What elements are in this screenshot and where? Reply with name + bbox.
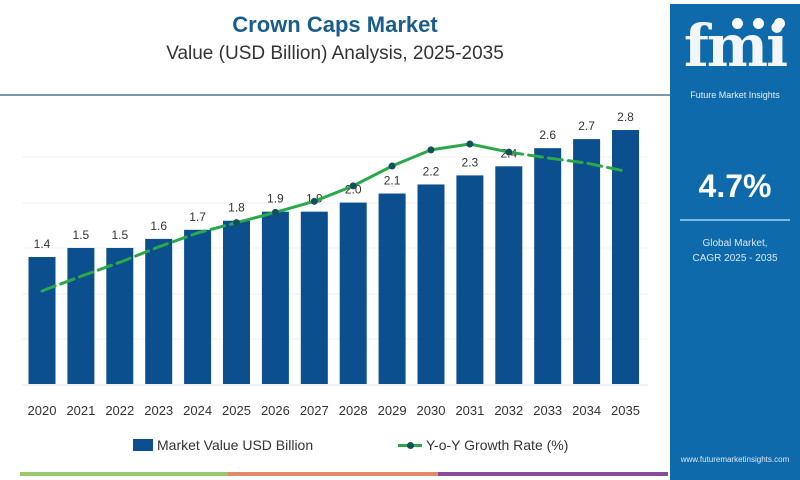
- x-tick-label-2025: 2025: [222, 403, 251, 418]
- cagr-label-line2: CAGR 2025 - 2035: [692, 253, 778, 264]
- footer-stripe-orange: [228, 472, 438, 476]
- footer-stripe-green: [20, 472, 228, 476]
- bar-line-chart: 1.4 2020 1.5 2021 1.5 2022 1.6 2023 1.7 2024 1.8 20…: [22, 110, 648, 418]
- bar-2021: [67, 247, 95, 384]
- x-tick-label-2033: 2033: [533, 403, 562, 418]
- x-tick-label-2026: 2026: [261, 403, 290, 418]
- bar-value-label-2031: 2.3: [462, 155, 479, 169]
- bar-2031: [456, 175, 484, 384]
- legend-swatch-bar: [133, 439, 153, 451]
- logo-people-icon: [732, 18, 785, 29]
- growth-line-dashed-end: [507, 150, 627, 173]
- x-tick-label-2022: 2022: [105, 403, 134, 418]
- x-tick-label-2032: 2032: [494, 403, 523, 418]
- x-tick-label-2028: 2028: [339, 403, 368, 418]
- bar-2023: [145, 238, 173, 384]
- cagr-label: Global Market, CAGR 2025 - 2035: [670, 236, 800, 266]
- legend-label-growth-rate: Y-o-Y Growth Rate (%): [426, 437, 569, 453]
- x-tick-label-2024: 2024: [183, 403, 212, 418]
- bar-2029: [378, 193, 406, 384]
- bar-value-label-2034: 2.7: [578, 119, 595, 133]
- growth-marker-2032: [505, 148, 513, 156]
- website-link[interactable]: www.futuremarketinsights.com: [680, 455, 790, 464]
- growth-marker-2030: [427, 146, 435, 154]
- bar-2026: [261, 211, 289, 384]
- growth-line-dashed-start: [40, 221, 238, 293]
- growth-line-solid: [236, 142, 510, 225]
- side-panel: fmi Future Market Insights 4.7% Global M…: [670, 4, 800, 480]
- bar-2035: [612, 130, 639, 384]
- cagr-value: 4.7%: [698, 168, 772, 204]
- x-tick-label-2020: 2020: [28, 403, 57, 418]
- growth-marker-2031: [466, 140, 474, 148]
- growth-marker-2025: [233, 219, 240, 227]
- bar-value-label-2022: 1.5: [111, 228, 128, 242]
- bar-value-label-2035: 2.8: [617, 110, 634, 124]
- bar-2034: [573, 139, 601, 384]
- growth-marker-2026: [271, 208, 279, 216]
- bar-value-label-2025: 1.8: [228, 201, 245, 215]
- x-tick-label-2035: 2035: [611, 403, 640, 418]
- bar-2028: [339, 202, 367, 384]
- x-tick-label-2029: 2029: [378, 403, 407, 418]
- bar-value-label-2020: 1.4: [34, 237, 51, 251]
- x-tick-label-2021: 2021: [66, 403, 95, 418]
- growth-marker-2029: [388, 162, 396, 170]
- legend-item-growth-rate: Y-o-Y Growth Rate (%): [398, 437, 568, 453]
- bar-value-label-2023: 1.6: [150, 219, 167, 233]
- x-tick-label-2023: 2023: [144, 403, 173, 418]
- bar-value-label-2029: 2.1: [384, 174, 401, 188]
- growth-marker-2027: [310, 197, 318, 205]
- bar-2025: [223, 220, 250, 384]
- x-tick-label-2027: 2027: [300, 403, 329, 418]
- cagr-label-line1: Global Market,: [702, 238, 768, 249]
- bar-value-label-2021: 1.5: [73, 228, 90, 242]
- bar-value-label-2030: 2.2: [423, 164, 440, 178]
- x-tick-label-2034: 2034: [572, 403, 601, 418]
- footer-stripe-purple: [438, 472, 668, 476]
- x-tick-label-2030: 2030: [417, 403, 446, 418]
- logo-subtitle: Future Market Insights: [690, 90, 780, 100]
- chart-title: Crown Caps Market: [232, 12, 438, 37]
- fmi-logo: fmi: [683, 12, 788, 80]
- x-tick-label-2031: 2031: [455, 403, 484, 418]
- bar-2027: [300, 211, 328, 384]
- bar-2032: [495, 166, 523, 384]
- legend-swatch-line: [398, 441, 422, 449]
- growth-marker-2028: [349, 182, 357, 190]
- panel-divider: [680, 219, 790, 221]
- legend: Market Value USD Billion Y-o-Y Growth Ra…: [0, 430, 670, 453]
- legend-item-market-value: Market Value USD Billion: [133, 437, 313, 453]
- bar-2030: [417, 184, 445, 384]
- bar-2024: [184, 229, 212, 384]
- bar-value-label-2026: 1.9: [267, 192, 284, 206]
- bar-value-label-2024: 1.7: [189, 210, 206, 224]
- chart-subtitle: Value (USD Billion) Analysis, 2025-2035: [166, 43, 504, 64]
- bar-2022: [106, 247, 134, 384]
- bar-2033: [534, 148, 562, 384]
- legend-label-market-value: Market Value USD Billion: [157, 437, 314, 453]
- bar-value-label-2033: 2.6: [539, 128, 556, 142]
- bar-2020: [28, 257, 56, 384]
- header-divider: [0, 94, 671, 96]
